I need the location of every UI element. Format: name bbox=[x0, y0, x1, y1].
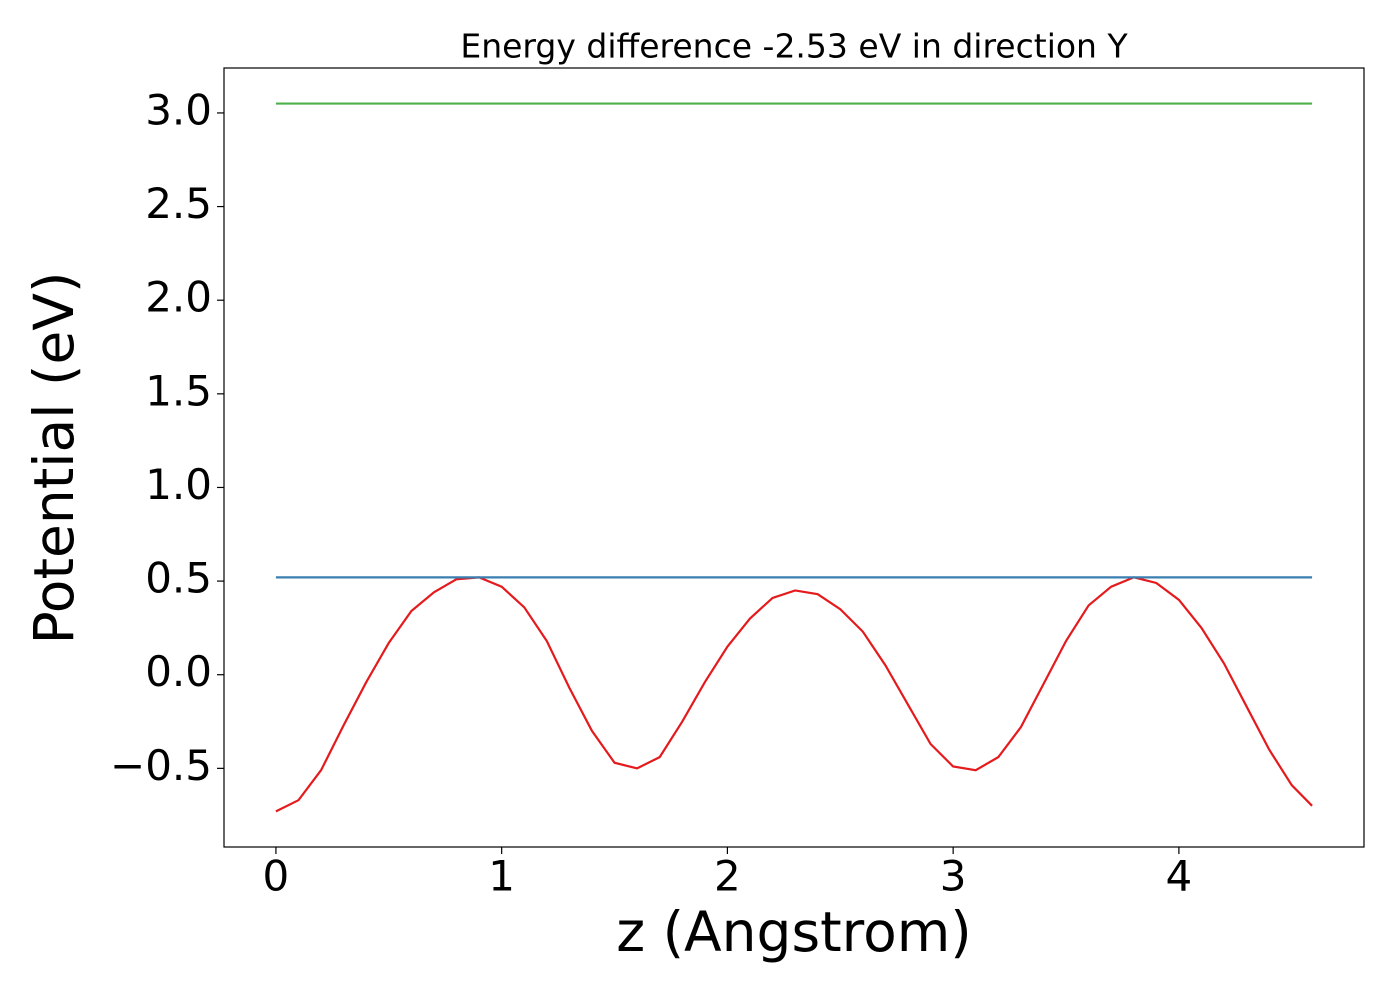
line bbox=[275, 576, 1313, 813]
x-tick-label: 2 bbox=[714, 852, 741, 901]
chart-title: Energy difference -2.53 eV in direction … bbox=[460, 27, 1128, 66]
y-tick-label: 0.0 bbox=[145, 647, 212, 696]
y-tick-label: 2.5 bbox=[145, 179, 212, 228]
plot-frame bbox=[223, 67, 1365, 848]
x-tick-label: 4 bbox=[1166, 852, 1193, 901]
y-axis-label: Potential (eV) bbox=[22, 272, 86, 645]
x-tick-label: 3 bbox=[940, 852, 967, 901]
y-tick-label: 2.0 bbox=[145, 273, 212, 322]
x-tick-label: 1 bbox=[488, 852, 515, 901]
y-tick-label: −0.5 bbox=[110, 741, 212, 790]
y-tick-label: 0.5 bbox=[145, 554, 212, 603]
y-tick-label: 1.5 bbox=[145, 366, 212, 415]
y-tick-label: 1.0 bbox=[145, 460, 212, 509]
x-axis-label: z (Angstrom) bbox=[616, 900, 972, 964]
x-tick-label: 0 bbox=[263, 852, 290, 901]
y-tick-label: 3.0 bbox=[145, 85, 212, 134]
